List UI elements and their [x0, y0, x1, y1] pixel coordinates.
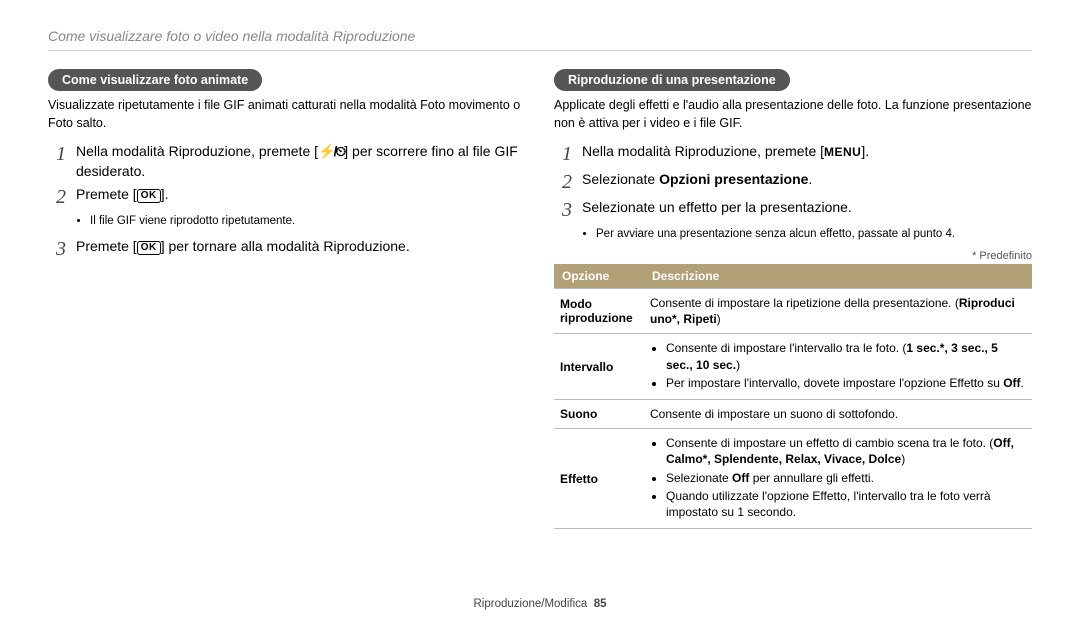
intro-left: Visualizzate ripetutamente i file GIF an… — [48, 97, 526, 132]
step-number: 3 — [48, 237, 66, 261]
desc-post: ) — [901, 452, 905, 466]
opt-name: Effetto — [554, 429, 644, 529]
desc-pre: Consente di impostare l'intervallo tra l… — [666, 341, 906, 355]
step-text: Nella modalità Riproduzione, premete [⚡/… — [76, 142, 526, 181]
right-column: Riproduzione di una presentazione Applic… — [554, 69, 1032, 590]
flash-timer-icon: ⚡/⏲ — [318, 142, 344, 162]
desc-strong: Off — [732, 471, 749, 485]
step-text: Selezionate un effetto per la presentazi… — [582, 198, 852, 218]
step-number: 1 — [48, 142, 66, 166]
manual-page: Come visualizzare foto o video nella mod… — [0, 0, 1080, 630]
footer-page-number: 85 — [594, 598, 607, 610]
opt-desc: Consente di impostare la ripetizione del… — [644, 289, 1032, 334]
desc-strong: Off — [1003, 376, 1020, 390]
table-header-row: Opzione Descrizione — [554, 264, 1032, 289]
desc-plain: Consente di impostare un suono di sottof… — [650, 406, 1026, 422]
step-text-post: ]. — [161, 186, 169, 202]
desc-pre: Quando utilizzate l'opzione Effetto, l'i… — [666, 489, 991, 519]
col-option: Opzione — [554, 264, 644, 289]
step-text-strong: Opzioni presentazione — [659, 171, 808, 187]
opt-desc: Consente di impostare un suono di sottof… — [644, 400, 1032, 429]
bullet-item: Per avviare una presentazione senza alcu… — [596, 226, 1032, 242]
desc-post: ) — [717, 312, 721, 326]
desc-post: . — [1021, 376, 1024, 390]
step-row: 3 Premete [OK] per tornare alla modalità… — [48, 237, 526, 261]
section-pill-left: Come visualizzare foto animate — [48, 69, 262, 91]
step-row: 2 Selezionate Opzioni presentazione. — [554, 170, 1032, 194]
step-text-pre: Selezionate — [582, 171, 659, 187]
step-number: 2 — [554, 170, 572, 194]
menu-icon: MENU — [824, 144, 861, 161]
table-row: Suono Consente di impostare un suono di … — [554, 400, 1032, 429]
opt-name: Modo riproduzione — [554, 289, 644, 334]
desc-pre: Per impostare l'intervallo, dovete impos… — [666, 376, 1003, 390]
step-text-post: . — [808, 171, 812, 187]
opt-desc: Consente di impostare l'intervallo tra l… — [644, 334, 1032, 400]
step-row: 1 Nella modalità Riproduzione, premete [… — [48, 142, 526, 181]
desc-pre: Consente di impostare la ripetizione del… — [650, 296, 959, 310]
sub-bullets: Il file GIF viene riprodotto ripetutamen… — [76, 213, 526, 229]
page-header: Come visualizzare foto o video nella mod… — [48, 28, 1032, 51]
step-number: 3 — [554, 198, 572, 222]
footer-section: Riproduzione/Modifica — [474, 598, 588, 610]
intro-right: Applicate degli effetti e l'audio alla p… — [554, 97, 1032, 132]
step-text-post: ]. — [861, 143, 869, 159]
step-text-pre: Nella modalità Riproduzione, premete [ — [582, 143, 824, 159]
step-text-pre: Nella modalità Riproduzione, premete [ — [76, 143, 318, 159]
sub-bullets: Per avviare una presentazione senza alcu… — [582, 226, 1032, 242]
step-text: Premete [OK] per tornare alla modalità R… — [76, 237, 410, 257]
desc-post: ) — [736, 358, 740, 372]
bullet-item: Il file GIF viene riprodotto ripetutamen… — [90, 213, 526, 229]
step-text-post: ] per tornare alla modalità Riproduzione… — [161, 238, 410, 254]
opt-name: Intervallo — [554, 334, 644, 400]
step-row: 2 Premete [OK]. — [48, 185, 526, 209]
section-pill-right: Riproduzione di una presentazione — [554, 69, 790, 91]
step-text-pre: Premete [ — [76, 238, 137, 254]
step-text: Premete [OK]. — [76, 185, 168, 205]
desc-post: per annullare gli effetti. — [749, 471, 874, 485]
table-row: Intervallo Consente di impostare l'inter… — [554, 334, 1032, 400]
desc-pre: Selezionate — [666, 471, 732, 485]
ok-icon: OK — [137, 241, 161, 255]
step-text-pre: Premete [ — [76, 186, 137, 202]
desc-bullet: Selezionate Off per annullare gli effett… — [666, 470, 1026, 486]
desc-bullet: Quando utilizzate l'opzione Effetto, l'i… — [666, 488, 1026, 520]
col-description: Descrizione — [644, 264, 1032, 289]
step-text: Selezionate Opzioni presentazione. — [582, 170, 812, 190]
page-footer: Riproduzione/Modifica 85 — [48, 590, 1032, 610]
step-row: 3 Selezionate un effetto per la presenta… — [554, 198, 1032, 222]
desc-bullet: Consente di impostare un effetto di camb… — [666, 435, 1026, 467]
desc-bullet: Per impostare l'intervallo, dovete impos… — [666, 375, 1026, 391]
table-row: Effetto Consente di impostare un effetto… — [554, 429, 1032, 529]
opt-name: Suono — [554, 400, 644, 429]
step-text: Nella modalità Riproduzione, premete [ME… — [582, 142, 869, 162]
options-table: Opzione Descrizione Modo riproduzione Co… — [554, 264, 1032, 529]
step-number: 2 — [48, 185, 66, 209]
columns: Come visualizzare foto animate Visualizz… — [48, 69, 1032, 590]
step-number: 1 — [554, 142, 572, 166]
desc-pre: Consente di impostare un effetto di camb… — [666, 436, 993, 450]
ok-icon: OK — [137, 189, 161, 203]
predef-note: * Predefinito — [554, 250, 1032, 262]
step-row: 1 Nella modalità Riproduzione, premete [… — [554, 142, 1032, 166]
desc-bullet: Consente di impostare l'intervallo tra l… — [666, 340, 1026, 372]
table-row: Modo riproduzione Consente di impostare … — [554, 289, 1032, 334]
left-column: Come visualizzare foto animate Visualizz… — [48, 69, 526, 590]
opt-desc: Consente di impostare un effetto di camb… — [644, 429, 1032, 529]
